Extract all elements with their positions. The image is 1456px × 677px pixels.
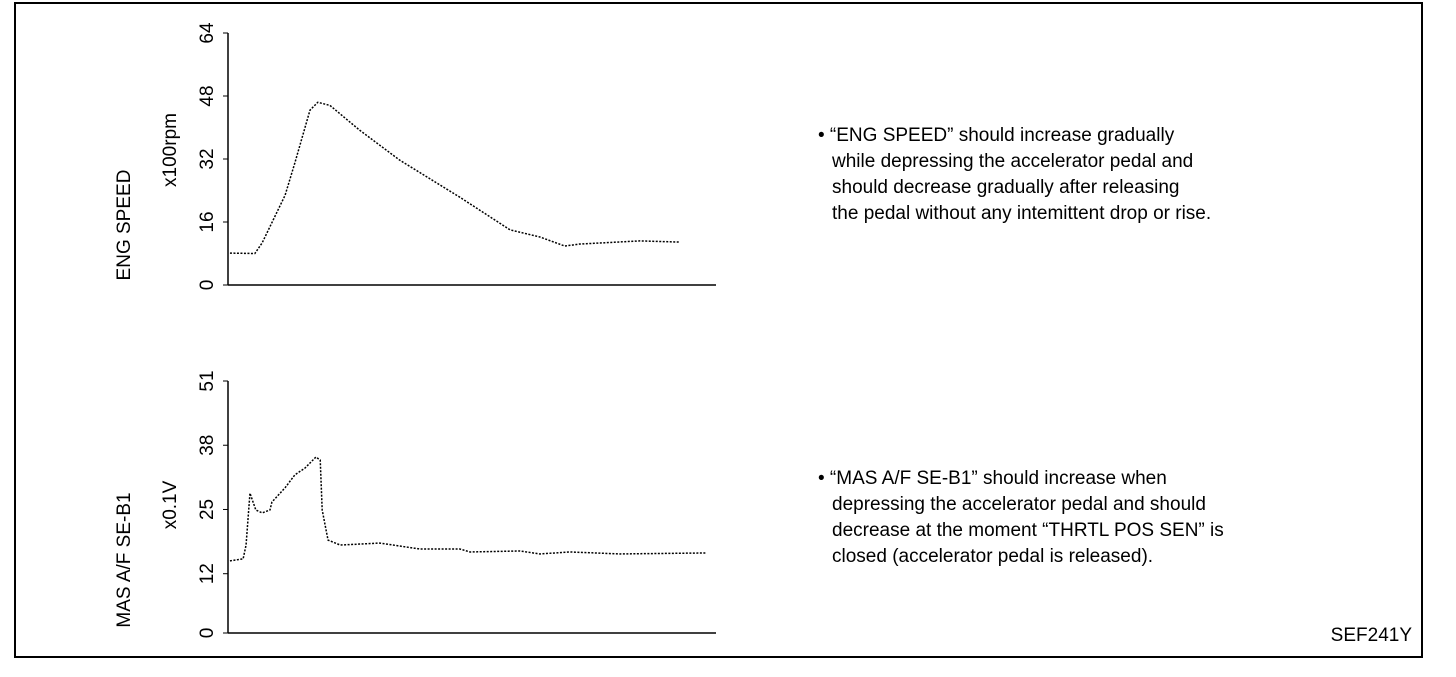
y-tick-label: 25 [197,499,218,520]
frame [14,2,1423,658]
y-axis-label: MAS A/F SE-B1 [114,492,135,627]
note-line: while depressing the accelerator pedal a… [831,151,1193,172]
y-tick-label: 48 [197,85,218,106]
y-tick-label: 38 [197,435,218,456]
y-axis-unit: x0.1V [160,480,181,529]
y-tick-label: 0 [197,628,218,639]
y-tick-label: 16 [197,211,218,232]
y-tick-label: 64 [197,22,218,44]
y-axis-unit: x100rpm [160,113,181,187]
note-line: depressing the accelerator pedal and sho… [832,494,1206,515]
figure-code: SEF241Y [1331,625,1413,646]
note-line: • “MAS A/F SE-B1” should increase when [818,468,1167,489]
note-line: the pedal without any intemittent drop o… [832,203,1211,224]
y-axis-label: ENG SPEED [114,170,135,281]
y-tick-label: 32 [197,148,218,169]
data-line [229,456,707,562]
y-tick-label: 12 [197,563,218,584]
data-line [229,101,680,255]
note-line: • “ENG SPEED” should increase gradually [818,125,1175,146]
note-line: should decrease gradually after releasin… [832,177,1180,198]
note-line: decrease at the moment “THRTL POS SEN” i… [832,520,1224,541]
note-line: closed (accelerator pedal is released). [832,546,1153,567]
y-tick-label: 51 [197,370,218,391]
y-tick-label: 0 [197,280,218,291]
